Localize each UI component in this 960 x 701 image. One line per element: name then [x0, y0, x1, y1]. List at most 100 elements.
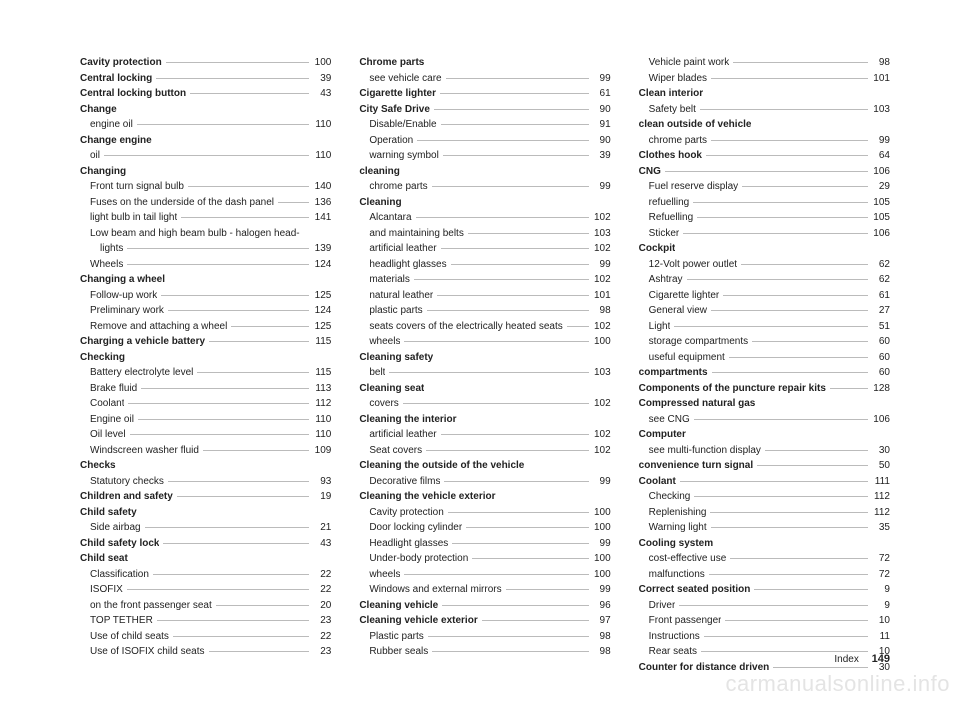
entry-label: materials	[359, 272, 410, 288]
entry-page: 99	[593, 582, 611, 598]
index-entry: Child safety	[80, 505, 331, 521]
entry-label: covers	[359, 396, 398, 412]
entry-page: 11	[872, 629, 890, 645]
entry-label: Door locking cylinder	[359, 520, 462, 536]
index-entry: Ashtray62	[639, 272, 890, 288]
entry-page: 99	[593, 536, 611, 552]
entry-page: 106	[872, 412, 890, 428]
index-entry: Decorative films99	[359, 474, 610, 490]
entry-label: Disable/Enable	[359, 117, 436, 133]
entry-page: 96	[593, 598, 611, 614]
entry-label: Compressed natural gas	[639, 396, 756, 412]
entry-page: 102	[593, 210, 611, 226]
entry-label: Checking	[639, 489, 691, 505]
entry-label: storage compartments	[639, 334, 749, 350]
leader-line	[163, 543, 309, 544]
leader-line	[404, 574, 588, 575]
index-entry: Computer	[639, 427, 890, 443]
index-entry: lights139	[80, 241, 331, 257]
leader-line	[712, 372, 868, 373]
leader-line	[209, 651, 310, 652]
entry-label: wheels	[359, 334, 400, 350]
entry-page: 19	[313, 489, 331, 505]
entry-label: see vehicle care	[359, 71, 441, 87]
index-entry: Cavity protection100	[359, 505, 610, 521]
index-entry: Central locking button43	[80, 86, 331, 102]
leader-line	[441, 124, 589, 125]
index-entry: Low beam and high beam bulb - halogen he…	[80, 226, 331, 242]
index-entry: see vehicle care99	[359, 71, 610, 87]
entry-label: City Safe Drive	[359, 102, 430, 118]
index-entry: engine oil110	[80, 117, 331, 133]
index-entry: clean outside of vehicle	[639, 117, 890, 133]
index-entry: Instructions11	[639, 629, 890, 645]
index-entry: oil110	[80, 148, 331, 164]
entry-page: 39	[313, 71, 331, 87]
leader-line	[231, 326, 309, 327]
leader-line	[472, 558, 588, 559]
index-entry: cost-effective use72	[639, 551, 890, 567]
index-entry: Engine oil110	[80, 412, 331, 428]
entry-label: TOP TETHER	[80, 613, 153, 629]
entry-page: 100	[593, 505, 611, 521]
entry-label: useful equipment	[639, 350, 725, 366]
entry-label: Driver	[639, 598, 676, 614]
entry-page: 112	[313, 396, 331, 412]
index-entry: Cleaning vehicle exterior97	[359, 613, 610, 629]
entry-label: Computer	[639, 427, 686, 443]
entry-page: 110	[313, 148, 331, 164]
leader-line	[203, 450, 309, 451]
entry-label: headlight glasses	[359, 257, 446, 273]
entry-page: 90	[593, 133, 611, 149]
leader-line	[466, 527, 589, 528]
index-page: Cavity protection100Central locking39Cen…	[0, 0, 960, 695]
entry-page: 51	[872, 319, 890, 335]
entry-page: 100	[593, 334, 611, 350]
entry-page: 99	[593, 179, 611, 195]
entry-page: 110	[313, 427, 331, 443]
entry-page: 98	[593, 629, 611, 645]
entry-label: Preliminary work	[80, 303, 164, 319]
index-entry: see multi-function display30	[639, 443, 890, 459]
leader-line	[729, 357, 868, 358]
index-entry: Use of child seats22	[80, 629, 331, 645]
entry-label: Cleaning the vehicle exterior	[359, 489, 495, 505]
entry-label: Cigarette lighter	[639, 288, 720, 304]
index-entry: Statutory checks93	[80, 474, 331, 490]
leader-line	[482, 620, 589, 621]
entry-page: 43	[313, 86, 331, 102]
entry-label: and maintaining belts	[359, 226, 464, 242]
index-entry: Children and safety19	[80, 489, 331, 505]
entry-page: 62	[872, 257, 890, 273]
entry-label: Follow-up work	[80, 288, 157, 304]
entry-page: 103	[872, 102, 890, 118]
entry-page: 100	[593, 551, 611, 567]
entry-label: Light	[639, 319, 671, 335]
leader-line	[683, 233, 868, 234]
leader-line	[427, 310, 589, 311]
leader-line	[404, 341, 588, 342]
entry-label: Vehicle paint work	[639, 55, 730, 71]
entry-page: 99	[872, 133, 890, 149]
index-entry: Plastic parts98	[359, 629, 610, 645]
entry-page: 61	[593, 86, 611, 102]
index-entry: storage compartments60	[639, 334, 890, 350]
leader-line	[730, 558, 868, 559]
leader-line	[128, 403, 309, 404]
leader-line	[742, 186, 868, 187]
index-entry: Correct seated position9	[639, 582, 890, 598]
entry-page: 62	[872, 272, 890, 288]
index-entry: Windows and external mirrors99	[359, 582, 610, 598]
index-entry: Refuelling105	[639, 210, 890, 226]
entry-label: Chrome parts	[359, 55, 424, 71]
leader-line	[188, 186, 309, 187]
entry-label: Child safety lock	[80, 536, 159, 552]
entry-label: CNG	[639, 164, 661, 180]
entry-page: 10	[872, 613, 890, 629]
leader-line	[446, 78, 589, 79]
index-entry: Under-body protection100	[359, 551, 610, 567]
index-entry: Windscreen washer fluid109	[80, 443, 331, 459]
leader-line	[709, 574, 868, 575]
entry-label: Windscreen washer fluid	[80, 443, 199, 459]
index-entry: City Safe Drive90	[359, 102, 610, 118]
